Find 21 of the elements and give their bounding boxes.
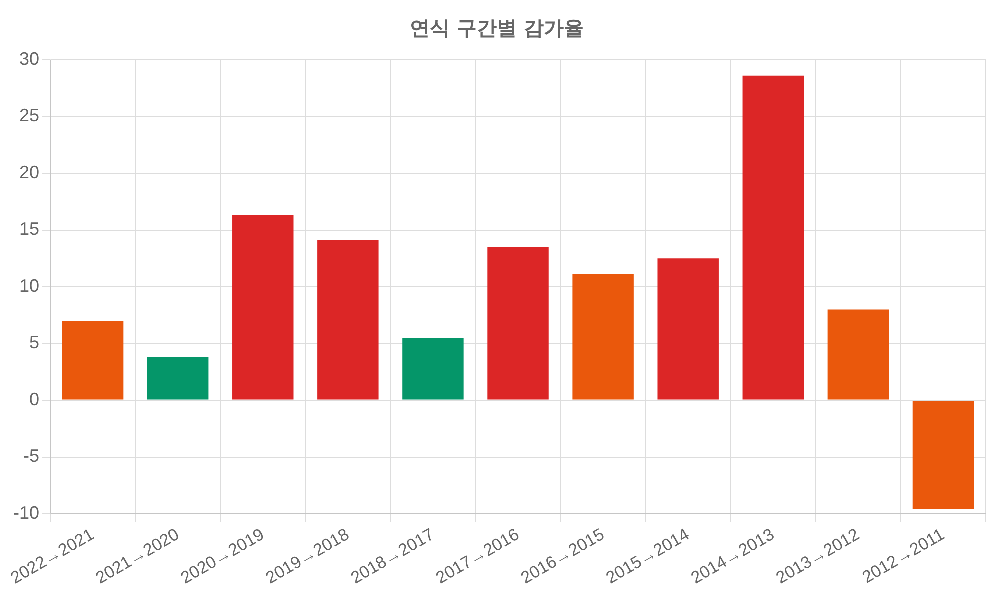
y-tick-label: -5 [24, 446, 40, 466]
y-tick-label: 20 [19, 162, 40, 182]
bar [742, 76, 804, 400]
y-tick-label: 15 [19, 219, 40, 240]
y-tick-label: 5 [30, 332, 40, 353]
bar [912, 401, 974, 510]
y-tick-label: 0 [30, 389, 40, 410]
chart-title: 연식 구간별 감가율 [410, 16, 584, 40]
bar [488, 247, 549, 400]
bar [828, 310, 890, 400]
bar [147, 357, 209, 400]
bar [62, 321, 124, 400]
y-tick-label: 30 [19, 48, 40, 69]
bar [402, 338, 464, 400]
bar [658, 258, 719, 400]
y-tick-label: 25 [19, 106, 40, 126]
bar [572, 274, 634, 400]
bar [318, 240, 379, 400]
y-tick-label: -10 [14, 502, 40, 523]
bar [232, 216, 294, 400]
y-tick-label: 10 [19, 276, 40, 296]
